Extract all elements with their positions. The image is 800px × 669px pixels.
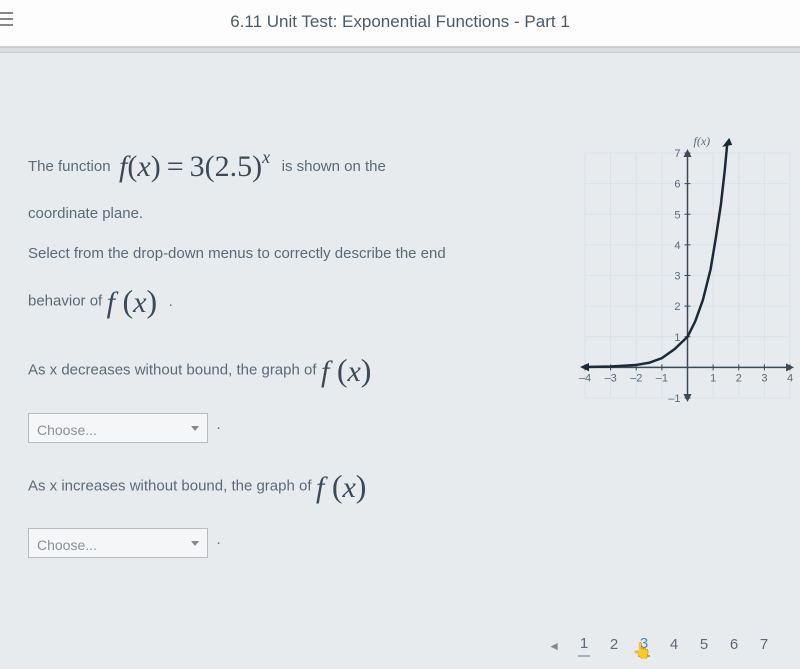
svg-text:f(x): f(x) xyxy=(694,134,711,148)
chart-svg: –4 –3 –2 –1 1 2 3 4 –1 1 2 3 4 5 6 7 f(x) xyxy=(570,133,800,413)
math-fx-2: f (x) xyxy=(321,355,371,388)
dropdown-decrease[interactable]: Choose... xyxy=(28,413,208,443)
text-line-3: Select from the drop-down menus to corre… xyxy=(28,244,446,261)
svg-text:2: 2 xyxy=(736,372,742,384)
period-2: . xyxy=(212,416,220,433)
svg-text:7: 7 xyxy=(674,148,680,160)
pagination-bar: ◄ 1 2 3 4 5 6 7 xyxy=(548,635,770,657)
menu-icon[interactable] xyxy=(0,8,15,30)
text-line-6-prefix: As x increases without bound, the graph … xyxy=(28,477,312,494)
svg-text:1: 1 xyxy=(674,332,680,344)
text-line-4-prefix: behavior of xyxy=(28,293,102,310)
svg-text:–1: –1 xyxy=(668,393,680,405)
svg-text:3: 3 xyxy=(761,372,767,384)
svg-text:5: 5 xyxy=(674,209,680,221)
content-area: The function f(x)=3(2.5)x is shown on th… xyxy=(0,53,800,588)
page-6[interactable]: 6 xyxy=(728,636,740,656)
math-equation: f(x)=3(2.5)x xyxy=(115,150,282,183)
text-suffix-1: is shown on the xyxy=(282,158,386,175)
text-line-2: coordinate plane. xyxy=(28,205,143,222)
svg-text:3: 3 xyxy=(674,271,680,283)
page-7[interactable]: 7 xyxy=(758,636,770,656)
text-line-5-prefix: As x decreases without bound, the graph … xyxy=(28,362,317,379)
svg-text:4: 4 xyxy=(674,240,680,252)
question-text: The function f(x)=3(2.5)x is shown on th… xyxy=(28,143,548,558)
math-fx-1: f (x) xyxy=(107,286,165,319)
svg-text:–4: –4 xyxy=(579,372,591,384)
svg-text:–2: –2 xyxy=(630,372,642,384)
page-title: 6.11 Unit Test: Exponential Functions - … xyxy=(230,12,570,31)
function-chart: –4 –3 –2 –1 1 2 3 4 –1 1 2 3 4 5 6 7 f(x) xyxy=(570,133,800,413)
text-prefix-1: The function xyxy=(28,158,111,175)
dropdown-increase[interactable]: Choose... xyxy=(28,528,208,558)
page-header: 6.11 Unit Test: Exponential Functions - … xyxy=(0,0,800,47)
svg-text:–3: –3 xyxy=(605,372,617,384)
svg-text:–1: –1 xyxy=(656,372,668,384)
page-4[interactable]: 4 xyxy=(668,636,680,656)
period-1: . xyxy=(165,293,173,310)
period-3: . xyxy=(212,531,220,548)
prev-page-arrow[interactable]: ◄ xyxy=(548,639,560,653)
page-5[interactable]: 5 xyxy=(698,636,710,656)
cursor-icon: 👆 xyxy=(632,641,652,661)
svg-text:4: 4 xyxy=(787,372,793,384)
svg-text:6: 6 xyxy=(674,179,680,191)
page-1[interactable]: 1 xyxy=(578,635,590,657)
svg-text:1: 1 xyxy=(710,372,716,384)
page-2[interactable]: 2 xyxy=(608,636,620,656)
svg-text:2: 2 xyxy=(674,301,680,313)
math-fx-3: f (x) xyxy=(316,471,366,504)
